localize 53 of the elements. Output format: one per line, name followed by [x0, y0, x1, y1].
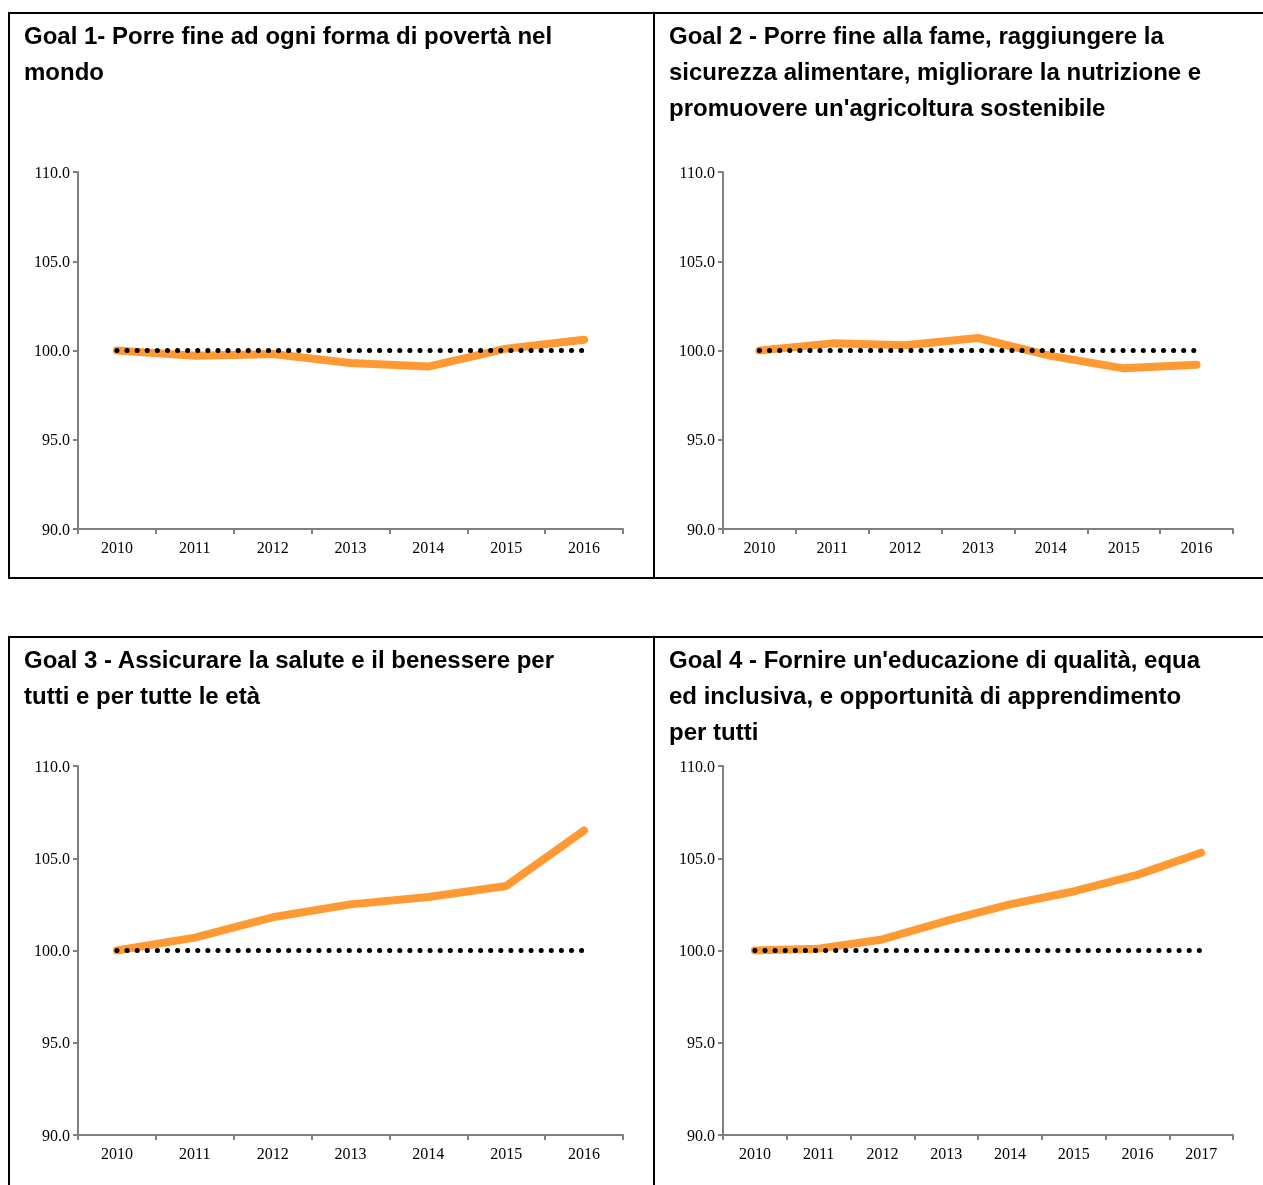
x-tick-label: 2013	[962, 538, 994, 556]
y-tick-label: 100.0	[34, 942, 70, 959]
x-tick-label: 2014	[1034, 538, 1067, 556]
x-tick-label: 2011	[802, 1144, 835, 1162]
chart-title: Goal 3 - Assicurare la salute e il benessere per tutti e per tutte le età	[24, 645, 556, 711]
x-tick-label: 2014	[993, 1144, 1026, 1162]
x-tick-label: 2011	[816, 538, 848, 556]
x-tick-label: 2010	[738, 1144, 771, 1162]
chart-title: Goal 1- Porre fine ad ogni forma di povertà nel mondo	[24, 21, 554, 87]
y-tick-label: 95.0	[42, 1034, 70, 1052]
x-tick-label: 2016	[1121, 1144, 1154, 1162]
x-tick-label: 2017	[1185, 1144, 1218, 1162]
x-tick-label: 2012	[256, 1144, 289, 1162]
x-tick-label: 2011	[179, 1144, 211, 1162]
x-tick-label: 2015	[490, 1144, 523, 1162]
x-tick-label: 2013	[930, 1144, 963, 1162]
y-tick-label: 100.0	[34, 342, 70, 359]
y-tick-label: 90.0	[42, 520, 70, 538]
y-tick-label: 95.0	[42, 431, 70, 449]
y-tick-label: 110.0	[34, 757, 70, 775]
x-tick-label: 2012	[866, 1144, 899, 1162]
x-tick-label: 2010	[100, 1144, 133, 1162]
y-tick-label: 110.0	[34, 163, 70, 181]
y-tick-label: 95.0	[687, 431, 715, 449]
chart-title: Goal 2 - Porre fine alla fame, raggiungere la sicurezza alimentare, migliorare la nutrizione e promuovere un'agricoltura sostenibile	[669, 21, 1203, 123]
y-tick-label: 100.0	[679, 342, 715, 359]
x-tick-label: 2016	[568, 538, 601, 556]
y-tick-label: 105.0	[679, 849, 715, 867]
y-tick-label: 105.0	[679, 252, 715, 270]
x-tick-label: 2015	[1057, 1144, 1090, 1162]
y-tick-label: 90.0	[42, 1126, 70, 1144]
y-tick-label: 105.0	[34, 252, 70, 270]
y-tick-label: 110.0	[679, 163, 715, 181]
x-tick-label: 2016	[568, 1144, 601, 1162]
y-tick-label: 90.0	[687, 1126, 715, 1144]
y-tick-label: 90.0	[687, 520, 715, 538]
x-tick-label: 2010	[743, 538, 776, 556]
x-tick-label: 2016	[1180, 538, 1213, 556]
x-tick-label: 2011	[179, 538, 211, 556]
x-tick-label: 2014	[412, 538, 445, 556]
x-tick-label: 2014	[412, 1144, 445, 1162]
x-tick-label: 2012	[889, 538, 922, 556]
x-tick-label: 2015	[490, 538, 523, 556]
y-tick-label: 105.0	[34, 849, 70, 867]
chart-title: Goal 4 - Fornire un'educazione di qualità, equa ed inclusiva, e opportunità di apprendimento per tutti	[669, 645, 1202, 747]
x-tick-label: 2012	[256, 538, 289, 556]
y-tick-label: 95.0	[687, 1034, 715, 1052]
x-tick-label: 2013	[334, 1144, 367, 1162]
y-tick-label: 100.0	[679, 942, 715, 959]
x-tick-label: 2010	[100, 538, 133, 556]
x-tick-label: 2015	[1107, 538, 1140, 556]
y-tick-label: 110.0	[679, 757, 715, 775]
x-tick-label: 2013	[334, 538, 367, 556]
